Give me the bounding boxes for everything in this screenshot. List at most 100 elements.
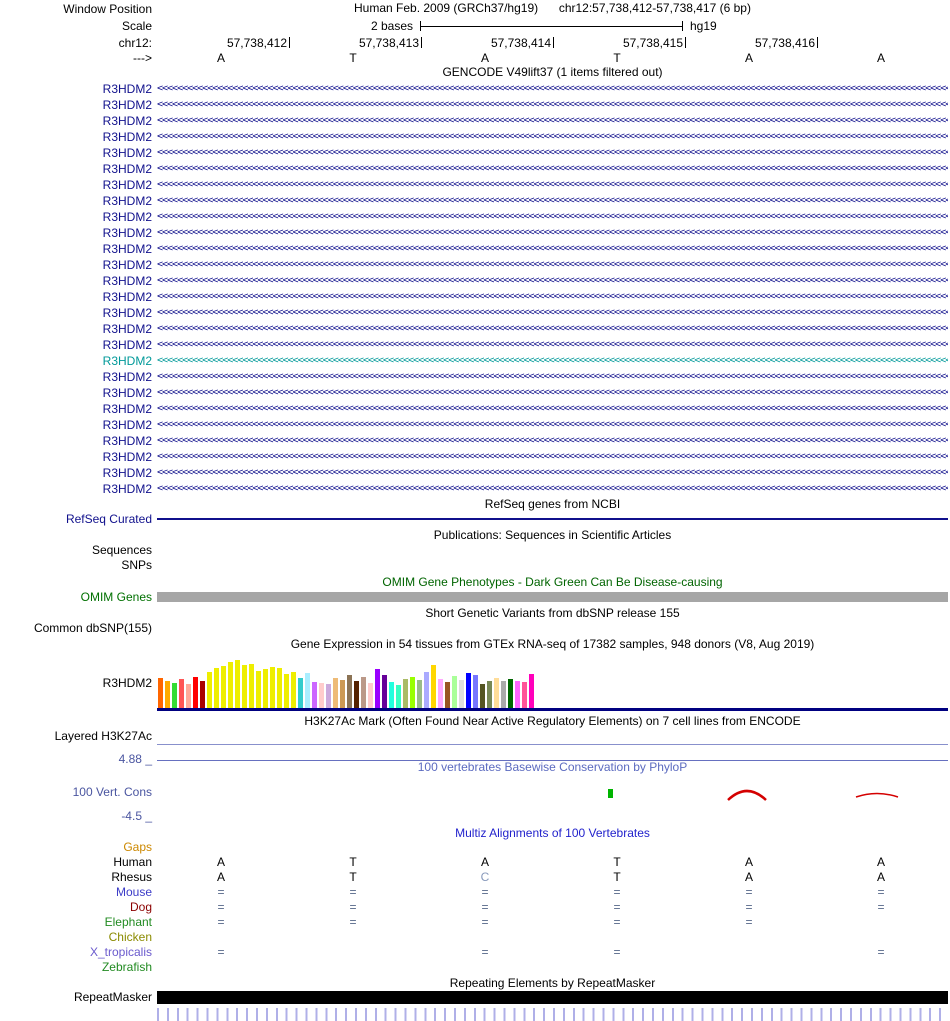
gene-transcript-row[interactable]: <<<<<<<<<<<<<<<<<<<<<<<<<<<<<<<<<<<<<<<<…	[157, 131, 948, 142]
gtex-tissue-bar[interactable]	[284, 674, 289, 708]
gene-transcript-row[interactable]: <<<<<<<<<<<<<<<<<<<<<<<<<<<<<<<<<<<<<<<<…	[157, 243, 948, 254]
gene-transcript-row[interactable]: <<<<<<<<<<<<<<<<<<<<<<<<<<<<<<<<<<<<<<<<…	[157, 275, 948, 286]
gtex-tissue-bar[interactable]	[228, 662, 233, 708]
gtex-tissue-bar[interactable]	[172, 683, 177, 708]
repeatmasker-label[interactable]: RepeatMasker	[73, 990, 152, 1004]
gene-row-label[interactable]: R3HDM2	[102, 482, 152, 496]
gene-row-label[interactable]: R3HDM2	[102, 306, 152, 320]
gtex-tissue-bar[interactable]	[431, 665, 436, 708]
gtex-tissue-bar[interactable]	[333, 678, 338, 708]
gene-transcript-row[interactable]: <<<<<<<<<<<<<<<<<<<<<<<<<<<<<<<<<<<<<<<<…	[157, 179, 948, 190]
repeatmasker-bar[interactable]	[157, 991, 948, 1004]
gene-row-label[interactable]: R3HDM2	[102, 338, 152, 352]
gtex-tissue-bar[interactable]	[410, 677, 415, 708]
species-label-chicken[interactable]: Chicken	[108, 930, 152, 944]
gtex-tissue-bar[interactable]	[354, 681, 359, 708]
gene-transcript-row[interactable]: <<<<<<<<<<<<<<<<<<<<<<<<<<<<<<<<<<<<<<<<…	[157, 323, 948, 334]
snps-label[interactable]: SNPs	[121, 558, 152, 572]
gene-row-label[interactable]: R3HDM2	[102, 82, 152, 96]
gtex-tissue-bar[interactable]	[249, 664, 254, 708]
gtex-tissue-bar[interactable]	[193, 677, 198, 708]
gene-transcript-row[interactable]: <<<<<<<<<<<<<<<<<<<<<<<<<<<<<<<<<<<<<<<<…	[157, 99, 948, 110]
refseq-gene-line[interactable]	[157, 518, 948, 520]
gtex-tissue-bar[interactable]	[263, 669, 268, 708]
refseq-label[interactable]: RefSeq Curated	[65, 512, 152, 526]
gene-row-label[interactable]: R3HDM2	[102, 402, 152, 416]
gtex-tissue-bar[interactable]	[319, 683, 324, 708]
gtex-tissue-bar[interactable]	[396, 685, 401, 708]
gtex-tissue-bar[interactable]	[200, 681, 205, 708]
gtex-tissue-bar[interactable]	[179, 679, 184, 708]
gtex-tissue-bar[interactable]	[529, 674, 534, 708]
omim-gene-bar[interactable]	[157, 592, 948, 602]
gtex-tissue-bar[interactable]	[298, 678, 303, 708]
gtex-tissue-bar[interactable]	[452, 676, 457, 708]
gtex-tissue-bar[interactable]	[515, 681, 520, 708]
dbsnp-label[interactable]: Common dbSNP(155)	[33, 621, 152, 635]
gene-row-label[interactable]: R3HDM2	[102, 466, 152, 480]
gene-transcript-row[interactable]: <<<<<<<<<<<<<<<<<<<<<<<<<<<<<<<<<<<<<<<<…	[157, 371, 948, 382]
gtex-tissue-bar[interactable]	[375, 669, 380, 708]
gtex-tissue-bar[interactable]	[277, 668, 282, 708]
gene-transcript-row[interactable]: <<<<<<<<<<<<<<<<<<<<<<<<<<<<<<<<<<<<<<<<…	[157, 83, 948, 94]
species-label-human[interactable]: Human	[113, 855, 152, 869]
gtex-tissue-bar[interactable]	[368, 683, 373, 708]
gtex-tissue-bar[interactable]	[256, 671, 261, 708]
gtex-tissue-bar[interactable]	[361, 677, 366, 708]
gtex-tissue-bar[interactable]	[389, 682, 394, 708]
gene-row-label[interactable]: R3HDM2	[102, 98, 152, 112]
gene-transcript-row[interactable]: <<<<<<<<<<<<<<<<<<<<<<<<<<<<<<<<<<<<<<<<…	[157, 195, 948, 206]
gtex-tissue-bar[interactable]	[221, 666, 226, 708]
gtex-tissue-bar[interactable]	[186, 684, 191, 708]
gene-row-label[interactable]: R3HDM2	[102, 274, 152, 288]
gene-transcript-row[interactable]: <<<<<<<<<<<<<<<<<<<<<<<<<<<<<<<<<<<<<<<<…	[157, 403, 948, 414]
gene-row-label[interactable]: R3HDM2	[102, 258, 152, 272]
gene-transcript-row[interactable]: <<<<<<<<<<<<<<<<<<<<<<<<<<<<<<<<<<<<<<<<…	[157, 387, 948, 398]
gtex-tissue-bar[interactable]	[480, 684, 485, 708]
gene-row-label[interactable]: R3HDM2	[102, 162, 152, 176]
gene-transcript-row[interactable]: <<<<<<<<<<<<<<<<<<<<<<<<<<<<<<<<<<<<<<<<…	[157, 115, 948, 126]
gtex-tissue-bar[interactable]	[291, 672, 296, 708]
gtex-tissue-bar[interactable]	[501, 681, 506, 708]
gtex-gene-label[interactable]: R3HDM2	[102, 676, 152, 690]
gtex-tissue-bar[interactable]	[459, 680, 464, 708]
gene-transcript-row[interactable]: <<<<<<<<<<<<<<<<<<<<<<<<<<<<<<<<<<<<<<<<…	[157, 147, 948, 158]
gene-row-label[interactable]: R3HDM2	[102, 434, 152, 448]
gene-transcript-row[interactable]: <<<<<<<<<<<<<<<<<<<<<<<<<<<<<<<<<<<<<<<<…	[157, 467, 948, 478]
gtex-tissue-bar[interactable]	[270, 667, 275, 708]
conservation-wiggle[interactable]	[157, 750, 948, 812]
gene-row-label[interactable]: R3HDM2	[102, 290, 152, 304]
gtex-tissue-bar[interactable]	[235, 660, 240, 708]
gtex-tissue-bar[interactable]	[207, 672, 212, 708]
gene-transcript-row[interactable]: <<<<<<<<<<<<<<<<<<<<<<<<<<<<<<<<<<<<<<<<…	[157, 307, 948, 318]
gene-transcript-row[interactable]: <<<<<<<<<<<<<<<<<<<<<<<<<<<<<<<<<<<<<<<<…	[157, 435, 948, 446]
gene-transcript-row[interactable]: <<<<<<<<<<<<<<<<<<<<<<<<<<<<<<<<<<<<<<<<…	[157, 259, 948, 270]
gene-row-label[interactable]: R3HDM2	[102, 354, 152, 368]
gene-transcript-row[interactable]: <<<<<<<<<<<<<<<<<<<<<<<<<<<<<<<<<<<<<<<<…	[157, 211, 948, 222]
gtex-tissue-bar[interactable]	[214, 668, 219, 708]
gtex-tissue-bar[interactable]	[165, 681, 170, 708]
gene-row-label[interactable]: R3HDM2	[102, 226, 152, 240]
gtex-tissue-bar[interactable]	[382, 675, 387, 708]
gtex-tissue-bar[interactable]	[445, 682, 450, 708]
gene-row-label[interactable]: R3HDM2	[102, 242, 152, 256]
gene-transcript-row[interactable]: <<<<<<<<<<<<<<<<<<<<<<<<<<<<<<<<<<<<<<<<…	[157, 339, 948, 350]
sequences-label[interactable]: Sequences	[91, 543, 152, 557]
gtex-tissue-bar[interactable]	[340, 680, 345, 708]
gtex-tissue-bar[interactable]	[494, 678, 499, 708]
gtex-tissue-bar[interactable]	[158, 678, 163, 708]
gene-row-label[interactable]: R3HDM2	[102, 178, 152, 192]
gtex-tissue-bar[interactable]	[417, 680, 422, 708]
species-label-gaps[interactable]: Gaps	[123, 840, 152, 854]
gtex-tissue-bar[interactable]	[466, 673, 471, 708]
conservation-label[interactable]: 100 Vert. Cons	[72, 785, 152, 799]
gtex-tissue-bar[interactable]	[326, 684, 331, 708]
gtex-tissue-bar[interactable]	[242, 665, 247, 708]
gene-row-label[interactable]: R3HDM2	[102, 386, 152, 400]
gtex-tissue-bar[interactable]	[487, 681, 492, 708]
gtex-tissue-bar[interactable]	[305, 673, 310, 708]
species-label-dog[interactable]: Dog	[129, 900, 152, 914]
gtex-tissue-bar[interactable]	[312, 682, 317, 708]
gtex-tissue-bar[interactable]	[424, 672, 429, 708]
gene-row-label[interactable]: R3HDM2	[102, 418, 152, 432]
